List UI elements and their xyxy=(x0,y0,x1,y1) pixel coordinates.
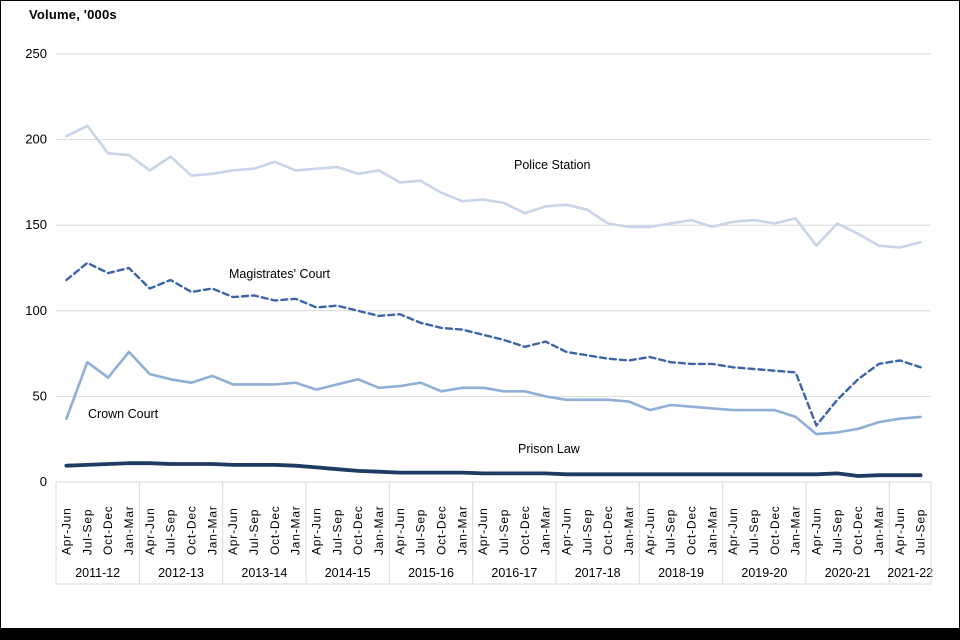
series-annotation-police-station: Police Station xyxy=(514,158,590,172)
quarter-tick-label: Jul-Sep xyxy=(80,509,94,555)
quarter-tick-label: Oct-Dec xyxy=(268,505,282,555)
quarter-tick-label: Apr-Jun xyxy=(226,507,240,555)
quarter-tick-label: Apr-Jun xyxy=(726,507,740,555)
quarter-tick-label: Oct-Dec xyxy=(434,505,448,555)
quarter-tick-label: Jul-Sep xyxy=(664,509,678,555)
legal-aid-volume-line-chart: 0 50 100 150 200 250 Apr-Jun Jul-Sep Oct-Dec Jan-… xyxy=(25,46,933,585)
quarter-tick-label: Jul-Sep xyxy=(247,509,261,555)
year-group-label-2019-20: 2019-20 xyxy=(741,566,787,580)
quarter-tick-label: Jul-Sep xyxy=(330,509,344,555)
year-group-label-2015-16: 2015-16 xyxy=(408,566,454,580)
y-axis-tick-label-0: 0 xyxy=(40,474,47,489)
year-group-label-2013-14: 2013-14 xyxy=(241,566,287,580)
quarter-tick-label: Oct-Dec xyxy=(684,505,698,555)
quarter-tick-label: Jul-Sep xyxy=(164,509,178,555)
quarter-tick-label: Oct-Dec xyxy=(184,505,198,555)
y-axis-tick-label-100: 100 xyxy=(25,303,47,318)
year-group-label-2018-19: 2018-19 xyxy=(658,566,704,580)
chart-title: Volume, '000s xyxy=(29,7,117,22)
series-line-crown-court xyxy=(65,350,922,436)
quarter-tick-label: Oct-Dec xyxy=(518,505,532,555)
series-annotation-magistrates-court: Magistrates' Court xyxy=(229,267,331,281)
quarter-tick-label: Jan-Mar xyxy=(622,505,636,555)
year-group-label-2020-21: 2020-21 xyxy=(825,566,871,580)
quarter-tick-label: Apr-Jun xyxy=(59,507,73,555)
bottom-black-bar xyxy=(1,628,959,639)
y-axis-tick-label-150: 150 xyxy=(25,217,47,232)
quarter-tick-label: Jan-Mar xyxy=(705,505,719,555)
quarter-tick-label: Jul-Sep xyxy=(914,509,928,555)
quarter-tick-label: Apr-Jun xyxy=(809,507,823,555)
quarter-tick-label: Jan-Mar xyxy=(205,505,219,555)
quarter-tick-label: Apr-Jun xyxy=(643,507,657,555)
quarter-tick-label: Oct-Dec xyxy=(351,505,365,555)
year-group-label-2014-15: 2014-15 xyxy=(325,566,371,580)
year-group-label-2011-12: 2011-12 xyxy=(75,566,120,580)
series-line-prison-law xyxy=(64,461,923,478)
quarter-tick-label: Jan-Mar xyxy=(789,505,803,555)
quarter-tick-label: Jul-Sep xyxy=(830,509,844,555)
series-line-magistrates-court xyxy=(65,261,922,427)
quarter-tick-label: Apr-Jun xyxy=(559,507,573,555)
quarter-tick-label: Apr-Jun xyxy=(309,507,323,555)
year-group-label-2017-18: 2017-18 xyxy=(575,566,621,580)
year-group-label-2016-17: 2016-17 xyxy=(491,566,537,580)
quarter-tick-label: Jan-Mar xyxy=(455,505,469,555)
y-axis-tick-label-200: 200 xyxy=(25,132,47,147)
quarter-tick-label: Apr-Jun xyxy=(476,507,490,555)
quarter-tick-label: Apr-Jun xyxy=(393,507,407,555)
quarter-tick-label: Jan-Mar xyxy=(372,505,386,555)
y-axis-tick-label-250: 250 xyxy=(25,46,47,61)
quarter-tick-label: Jul-Sep xyxy=(497,509,511,555)
quarter-tick-label: Jul-Sep xyxy=(580,509,594,555)
quarter-tick-label: Jan-Mar xyxy=(872,505,886,555)
year-group-label-2012-13: 2012-13 xyxy=(158,566,204,580)
quarter-tick-label: Jan-Mar xyxy=(289,505,303,555)
y-axis-tick-label-50: 50 xyxy=(33,388,47,403)
quarter-tick-label: Oct-Dec xyxy=(601,505,615,555)
quarter-tick-label: Jan-Mar xyxy=(539,505,553,555)
quarter-tick-label: Jul-Sep xyxy=(747,509,761,555)
quarter-tick-label: Oct-Dec xyxy=(851,505,865,555)
quarter-tick-label: Oct-Dec xyxy=(101,505,115,555)
series-annotation-prison-law: Prison Law xyxy=(518,442,581,456)
quarter-tick-label: Jul-Sep xyxy=(414,509,428,555)
quarter-tick-label: Oct-Dec xyxy=(768,505,782,555)
quarter-tick-label: Apr-Jun xyxy=(893,507,907,555)
quarter-tick-label: Apr-Jun xyxy=(143,507,157,555)
year-group-label-2021-22: 2021-22 xyxy=(887,566,933,580)
series-line-police-station xyxy=(65,124,922,249)
series-annotation-crown-court: Crown Court xyxy=(88,407,159,421)
quarter-tick-label: Jan-Mar xyxy=(122,505,136,555)
